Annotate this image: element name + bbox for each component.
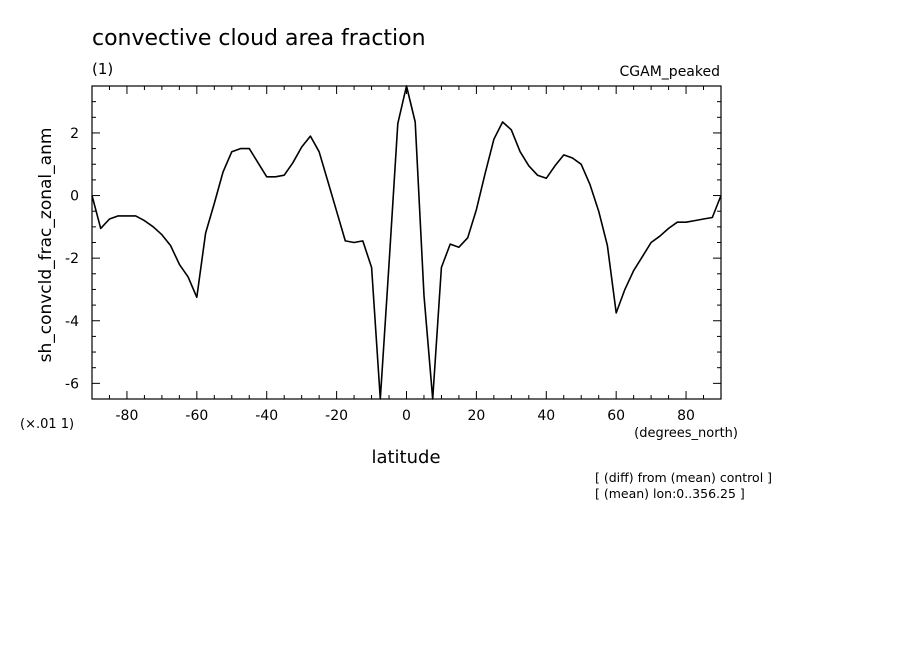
x-tick-label: 80 xyxy=(677,408,695,424)
x-axis-units: (degrees_north) xyxy=(634,426,738,441)
y-tick-label: -2 xyxy=(65,251,79,267)
y-tick-label: 2 xyxy=(70,126,79,142)
x-tick-label: 20 xyxy=(467,408,485,424)
y-tick-label: -4 xyxy=(65,314,79,330)
note-mean: [ (mean) lon:0..356.25 ] xyxy=(595,486,745,501)
note-diff: [ (diff) from (mean) control ] xyxy=(595,470,772,485)
x-tick-label: -80 xyxy=(116,408,139,424)
x-tick-label: 60 xyxy=(607,408,625,424)
chart-subtitle: (1) xyxy=(92,60,113,78)
x-tick-label: 40 xyxy=(537,408,555,424)
y-tick-label: 0 xyxy=(70,189,79,205)
y-axis-label: sh_convcld_frac_zonal_anm xyxy=(36,128,56,363)
x-axis-ticks xyxy=(91,86,722,399)
x-tick-label: 0 xyxy=(402,408,411,424)
series-line xyxy=(91,85,722,400)
plot-frame xyxy=(91,85,722,400)
x-tick-label: -20 xyxy=(325,408,348,424)
x-axis-tick-labels: -80 -60 -40 -20 0 20 40 60 80 xyxy=(116,408,695,424)
experiment-label: CGAM_peaked xyxy=(620,64,720,80)
x-tick-label: -60 xyxy=(185,408,208,424)
y-tick-label: -6 xyxy=(65,376,79,392)
x-tick-label: -40 xyxy=(255,408,278,424)
y-scale-note: (×.01 1) xyxy=(20,417,74,432)
y-axis-tick-labels: -6 -4 -2 0 2 xyxy=(65,126,79,392)
y-axis-ticks xyxy=(92,85,721,400)
chart-title: convective cloud area fraction xyxy=(92,26,426,51)
x-axis-label: latitude xyxy=(371,447,440,468)
